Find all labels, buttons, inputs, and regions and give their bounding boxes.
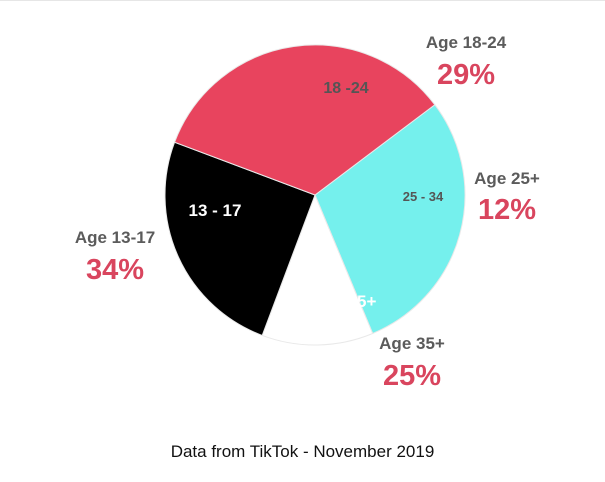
slice-category-label: 13 - 17 <box>189 201 242 220</box>
percent-label: 29% <box>437 59 495 91</box>
source-caption: Data from TikTok - November 2019 <box>170 442 435 461</box>
pie-slice-25-34 <box>261 193 374 346</box>
percent-label: 12% <box>478 194 536 226</box>
slice-category-label: 35+ <box>348 292 377 311</box>
pie-slices <box>164 44 466 346</box>
percent-label: 25% <box>383 360 441 392</box>
slice-labels: 18 -24 25 - 34 35+ 13 - 17 <box>189 80 444 311</box>
percent-label: 34% <box>86 254 144 286</box>
top-divider <box>0 0 605 1</box>
age-group-label: Age 35+ <box>379 334 445 353</box>
pie-slice-18-24 <box>314 104 466 335</box>
age-group-label: Age 13-17 <box>75 228 155 247</box>
slice-category-label: 25 - 34 <box>403 189 444 204</box>
age-group-label: Age 18-24 <box>426 33 507 52</box>
external-labels: Age 18-24 29% Age 25+ 12% Age 35+ 25% Age 13-1… <box>75 33 540 392</box>
slice-category-label: 18 -24 <box>323 80 368 97</box>
pie-slice-35 <box>164 141 316 337</box>
pie-slice-13-17 <box>173 44 436 196</box>
age-group-label: Age 25+ <box>474 169 540 188</box>
